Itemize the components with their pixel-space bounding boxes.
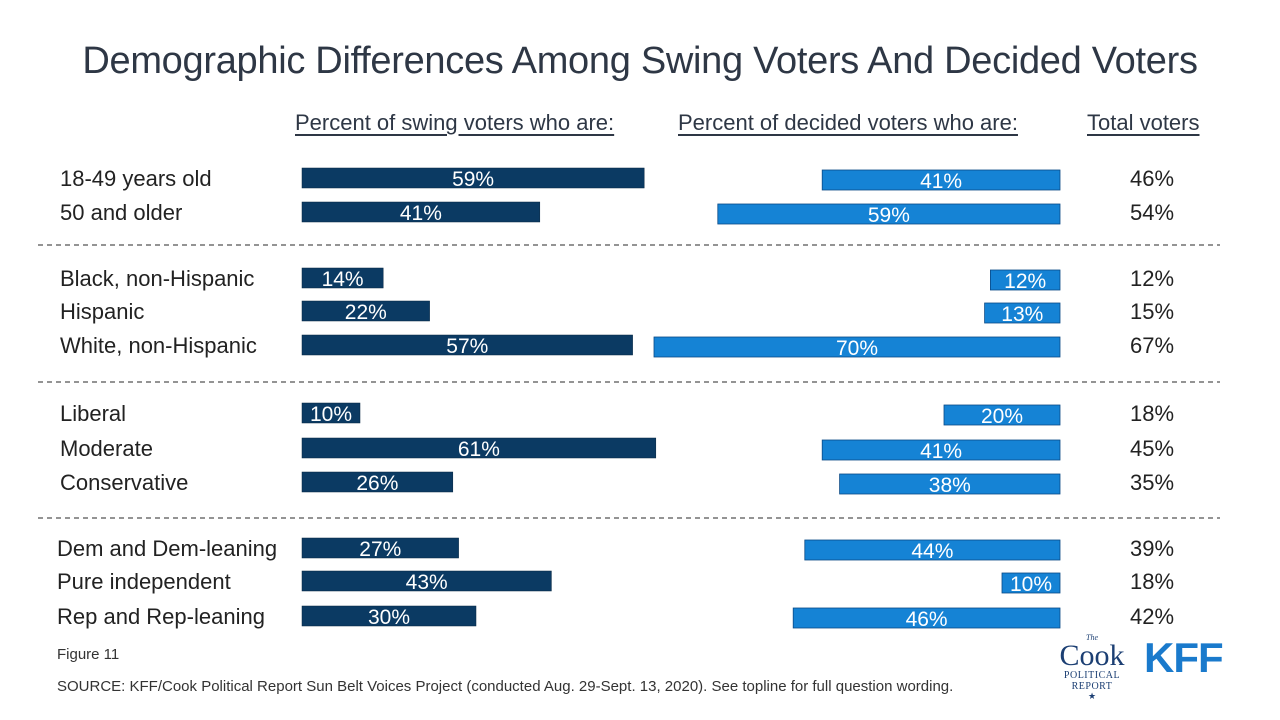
decided-value-label: 10% [1010,573,1052,596]
figure-label: Figure 11 [57,646,120,663]
decided-value-label: 12% [1004,270,1046,293]
decided-bar [821,169,1061,191]
decided-value-label: 41% [920,170,962,193]
decided-bar [821,439,1061,461]
row-label: White, non-Hispanic [60,333,257,358]
total-value-label: 45% [1130,436,1174,461]
swing-bar [301,570,552,592]
swing-value-label: 27% [359,538,401,561]
cook-political-report-logo: The Cook POLITICAL REPORT ★ [1054,634,1130,701]
swing-value-label: 61% [458,438,500,461]
swing-value-label: 57% [446,335,488,358]
star-icon: ★ [1087,691,1097,701]
total-value-label: 42% [1130,604,1174,629]
swing-bar [301,605,477,627]
decided-value-label: 13% [1001,303,1043,326]
row-label: Moderate [60,436,153,461]
total-value-label: 12% [1130,266,1174,291]
decided-bar [984,302,1061,324]
row-label: Dem and Dem-leaning [57,536,277,561]
swing-value-label: 10% [310,403,352,426]
row-label: Pure independent [57,569,231,594]
swing-bar [301,334,633,356]
total-value-label: 54% [1130,200,1174,225]
cook-logo-the: The [1086,633,1098,642]
swing-value-label: 41% [400,202,442,225]
decided-value-label: 44% [911,540,953,563]
kff-logo: KFF [1144,634,1224,681]
swing-bar [301,267,384,289]
total-value-label: 15% [1130,299,1174,324]
total-value-label: 18% [1130,569,1174,594]
swing-bar [301,167,645,189]
decided-bar [804,539,1061,561]
swing-bar [301,471,454,493]
total-value-label: 67% [1130,333,1174,358]
decided-column-header: Percent of decided voters who are: [678,110,1018,135]
row-label: 18-49 years old [60,166,212,191]
decided-bar [792,607,1061,629]
swing-bar [301,300,430,322]
swing-bar [301,201,541,223]
decided-value-label: 59% [868,204,910,227]
decided-bar [717,203,1061,225]
total-value-label: 46% [1130,166,1174,191]
swing-value-label: 22% [345,301,387,324]
swing-value-label: 26% [356,472,398,495]
row-label: Hispanic [60,299,144,324]
total-column-header: Total voters [1087,110,1200,135]
decided-bar [943,404,1061,426]
decided-bar [1001,572,1061,594]
decided-value-label: 41% [920,440,962,463]
swing-bar [301,537,459,559]
row-label: Conservative [60,470,188,495]
swing-bar [301,402,361,424]
swing-value-label: 30% [368,606,410,629]
cook-logo-report: REPORT [1071,681,1113,692]
total-value-label: 35% [1130,470,1174,495]
swing-bar [301,437,657,459]
decided-bar [653,336,1061,358]
source-note: SOURCE: KFF/Cook Political Report Sun Be… [57,678,954,695]
row-label: 50 and older [60,200,182,225]
swing-value-label: 14% [322,268,364,291]
cook-logo-political: POLITICAL [1063,670,1121,681]
row-label: Liberal [60,401,126,426]
swing-value-label: 43% [406,571,448,594]
decided-value-label: 20% [981,405,1023,428]
decided-bar [990,269,1061,291]
swing-column-header: Percent of swing voters who are: [295,110,615,135]
decided-value-label: 70% [836,337,878,360]
decided-bar [839,473,1061,495]
decided-value-label: 46% [906,608,948,631]
total-value-label: 39% [1130,536,1174,561]
decided-value-label: 38% [929,474,971,497]
total-value-label: 18% [1130,401,1174,426]
cook-logo-name: Cook [1059,639,1125,672]
chart-title: Demographic Differences Among Swing Vote… [82,40,1198,82]
swing-value-label: 59% [452,168,494,191]
row-label: Rep and Rep-leaning [57,604,265,629]
row-label: Black, non-Hispanic [60,266,254,291]
